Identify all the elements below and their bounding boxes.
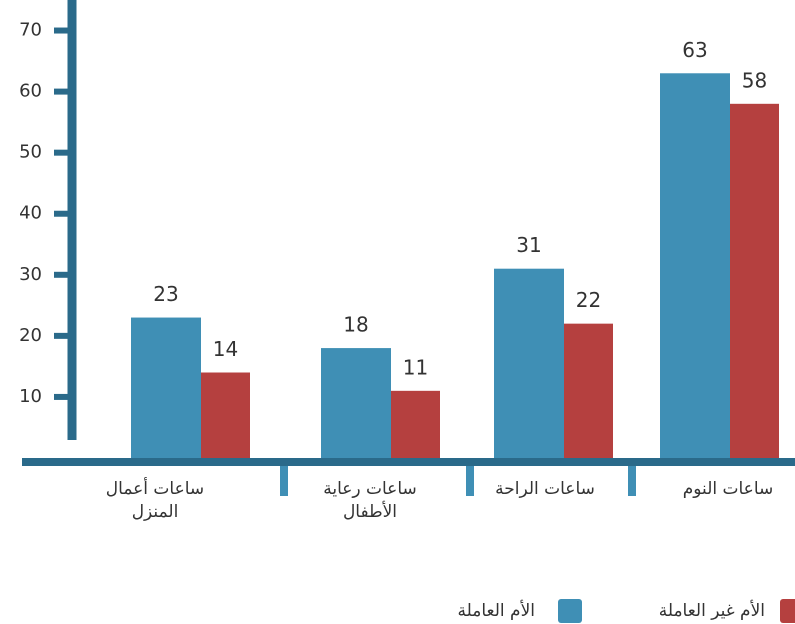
legend-label: الأم العاملة: [458, 600, 535, 621]
value-label: 31: [516, 233, 541, 257]
value-label: 11: [403, 355, 428, 379]
x-tick-label: ساعات رعاية الأطفال: [323, 479, 417, 522]
value-label: 22: [576, 288, 601, 312]
y-tick-label: 70: [19, 20, 42, 41]
bar: [321, 348, 391, 458]
y-tick-label: 30: [19, 264, 42, 285]
bar: [201, 372, 250, 458]
legend-swatch: [780, 599, 795, 623]
bar: [660, 73, 730, 458]
y-tick-label: 60: [19, 81, 42, 102]
legend-swatch: [558, 599, 582, 623]
bar: [391, 390, 440, 458]
value-label: 14: [213, 337, 238, 361]
bar: [730, 103, 779, 459]
bar: [494, 268, 564, 458]
y-tick-label: 20: [19, 325, 42, 346]
y-tick-label: 40: [19, 203, 42, 224]
value-label: 63: [682, 38, 707, 62]
legend-label: الأم غير العاملة: [659, 600, 765, 621]
x-tick-label: ساعات الراحة: [495, 479, 595, 499]
y-tick-label: 10: [19, 386, 42, 407]
value-label: 58: [742, 68, 767, 92]
x-tick-label: ساعات أعمال المنزل: [105, 479, 205, 522]
value-label: 18: [343, 313, 368, 337]
bar: [564, 323, 613, 458]
y-tick-label: 50: [19, 142, 42, 163]
x-tick-label: ساعات النوم: [682, 479, 774, 499]
bar: [131, 317, 201, 458]
value-label: 23: [153, 282, 178, 306]
